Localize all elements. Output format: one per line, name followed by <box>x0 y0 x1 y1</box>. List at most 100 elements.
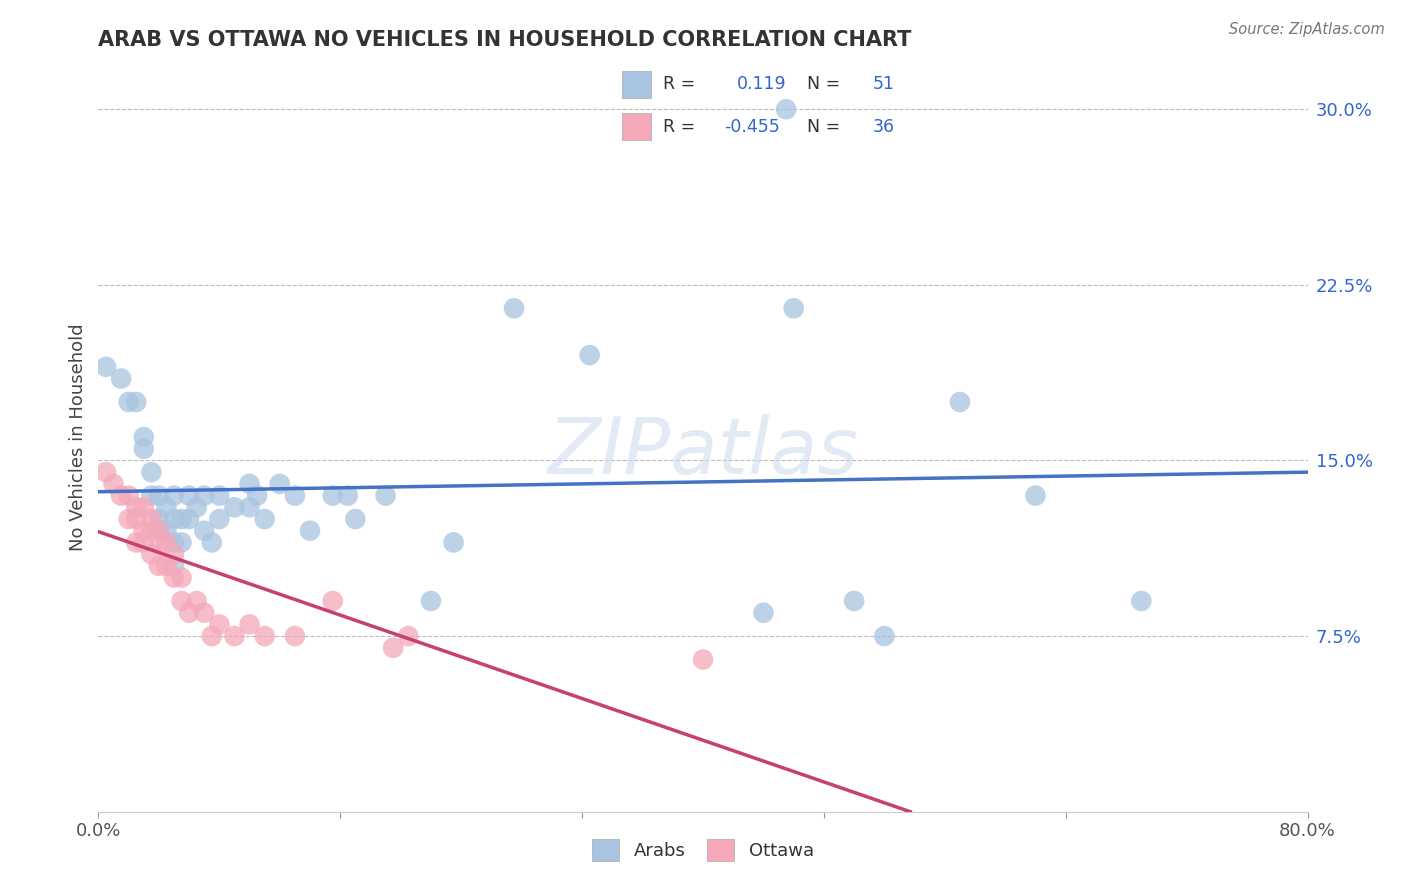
Point <box>193 524 215 538</box>
Point <box>125 395 148 409</box>
Point <box>170 571 193 585</box>
Point <box>201 629 224 643</box>
Point <box>141 547 163 561</box>
Point <box>141 524 163 538</box>
Text: 0.119: 0.119 <box>737 76 787 94</box>
Point <box>163 535 186 549</box>
Point <box>125 500 148 515</box>
Point <box>873 629 896 643</box>
Point <box>396 629 419 643</box>
Point <box>118 512 141 526</box>
Point <box>1024 489 1046 503</box>
Point <box>246 489 269 503</box>
Point <box>692 652 714 666</box>
Point <box>208 512 231 526</box>
Point <box>443 535 465 549</box>
Point <box>118 489 141 503</box>
Point <box>132 442 155 456</box>
Point <box>170 594 193 608</box>
Text: Source: ZipAtlas.com: Source: ZipAtlas.com <box>1229 22 1385 37</box>
Point <box>420 594 443 608</box>
Point <box>783 301 806 316</box>
FancyBboxPatch shape <box>621 71 651 98</box>
Point <box>155 500 177 515</box>
Point <box>844 594 866 608</box>
Text: 51: 51 <box>873 76 894 94</box>
Point <box>253 512 276 526</box>
Point <box>578 348 600 362</box>
Point <box>224 500 246 515</box>
Point <box>336 489 359 503</box>
Point <box>775 102 797 116</box>
Point <box>132 535 155 549</box>
Point <box>752 606 775 620</box>
Point <box>284 489 307 503</box>
Point <box>239 476 262 491</box>
Point <box>322 489 344 503</box>
Point <box>239 500 262 515</box>
Point <box>299 524 322 538</box>
Point <box>284 629 307 643</box>
Point <box>163 571 186 585</box>
Point <box>94 359 117 374</box>
Text: -0.455: -0.455 <box>724 118 780 136</box>
Y-axis label: No Vehicles in Household: No Vehicles in Household <box>69 323 87 551</box>
Text: N =: N = <box>807 76 839 94</box>
Point <box>374 489 396 503</box>
Point <box>163 489 186 503</box>
Point <box>125 535 148 549</box>
Point <box>148 512 170 526</box>
Point <box>239 617 262 632</box>
Text: 36: 36 <box>873 118 894 136</box>
Point <box>344 512 367 526</box>
Point <box>103 476 125 491</box>
Point <box>208 617 231 632</box>
Point <box>179 512 201 526</box>
Point <box>163 558 186 573</box>
Point <box>163 512 186 526</box>
Point <box>155 558 177 573</box>
Point <box>179 489 201 503</box>
Point <box>132 524 155 538</box>
Point <box>1130 594 1153 608</box>
Point <box>141 465 163 479</box>
Point <box>163 547 186 561</box>
Point <box>201 535 224 549</box>
Point <box>110 371 132 385</box>
Point <box>141 512 163 526</box>
Point <box>253 629 276 643</box>
Point <box>155 524 177 538</box>
Point <box>118 395 141 409</box>
Text: N =: N = <box>807 118 839 136</box>
Point <box>382 640 405 655</box>
Point <box>322 594 344 608</box>
Point <box>155 535 177 549</box>
Point <box>170 535 193 549</box>
Text: R =: R = <box>662 118 695 136</box>
Point <box>208 489 231 503</box>
Point <box>132 430 155 444</box>
Point <box>949 395 972 409</box>
Text: ZIPatlas: ZIPatlas <box>547 414 859 490</box>
Point <box>148 524 170 538</box>
Point <box>110 489 132 503</box>
Point <box>186 500 208 515</box>
Point <box>224 629 246 643</box>
Legend: Arabs, Ottawa: Arabs, Ottawa <box>583 830 823 870</box>
FancyBboxPatch shape <box>621 113 651 140</box>
Text: R =: R = <box>662 76 695 94</box>
Point <box>125 512 148 526</box>
Point <box>94 465 117 479</box>
Point <box>148 524 170 538</box>
Point <box>148 535 170 549</box>
Point <box>148 558 170 573</box>
Point <box>148 489 170 503</box>
Point <box>179 606 201 620</box>
Text: ARAB VS OTTAWA NO VEHICLES IN HOUSEHOLD CORRELATION CHART: ARAB VS OTTAWA NO VEHICLES IN HOUSEHOLD … <box>98 29 912 50</box>
Point <box>132 500 155 515</box>
Point <box>193 489 215 503</box>
Point <box>186 594 208 608</box>
Point <box>141 489 163 503</box>
Point <box>170 512 193 526</box>
Point <box>269 476 291 491</box>
